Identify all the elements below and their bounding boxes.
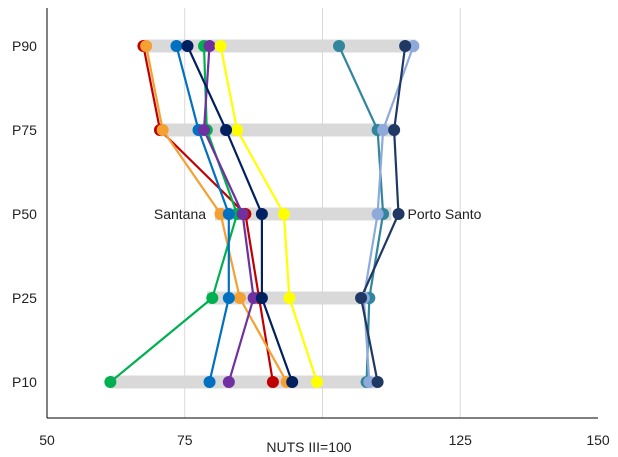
data-point [255,208,268,220]
data-point [377,124,390,136]
x-tick-label: 150 [586,432,610,448]
y-tick-labels: P90 P75 P50 P25 P10 [12,38,37,390]
data-point [399,40,412,52]
data-point [266,376,279,388]
y-tick-label: P90 [12,38,37,54]
y-tick-label: P75 [12,122,37,138]
x-tick-label: 75 [177,432,193,448]
data-point [371,208,384,220]
x-tick-label: 125 [449,432,473,448]
data-point [214,208,227,220]
data-point [355,292,368,304]
data-point [104,376,117,388]
y-tick-label: P25 [12,290,37,306]
data-point [231,124,244,136]
data-point [236,208,249,220]
x-axis-label: NUTS III=100 [266,439,351,455]
data-point [363,376,376,388]
data-point [203,376,216,388]
data-point [310,376,323,388]
data-point [371,376,384,388]
data-point [156,124,169,136]
data-point [203,40,216,52]
data-point [255,292,268,304]
x-tick-labels: 50 75 125 150 [39,432,610,448]
data-point [277,208,290,220]
y-tick-label: P10 [12,374,37,390]
annotations: Santana Porto Santo [154,206,482,222]
data-point [233,292,246,304]
annotation-label: Santana [154,206,206,222]
y-tick-label: P50 [12,206,37,222]
data-point [388,124,401,136]
series-lines [104,40,420,388]
data-point [220,124,233,136]
data-point [198,124,211,136]
data-point [140,40,153,52]
data-point [286,376,299,388]
data-point [392,208,405,220]
data-point [206,292,219,304]
data-point [222,376,235,388]
data-point [222,208,235,220]
data-point [247,292,260,304]
data-point [407,40,420,52]
annotation-label: Porto Santo [408,206,482,222]
axes [46,8,598,419]
data-point [214,40,227,52]
x-tick-label: 50 [39,432,55,448]
data-point [333,40,346,52]
data-point [222,292,235,304]
data-point [170,40,183,52]
data-point [181,40,194,52]
data-point [283,292,296,304]
